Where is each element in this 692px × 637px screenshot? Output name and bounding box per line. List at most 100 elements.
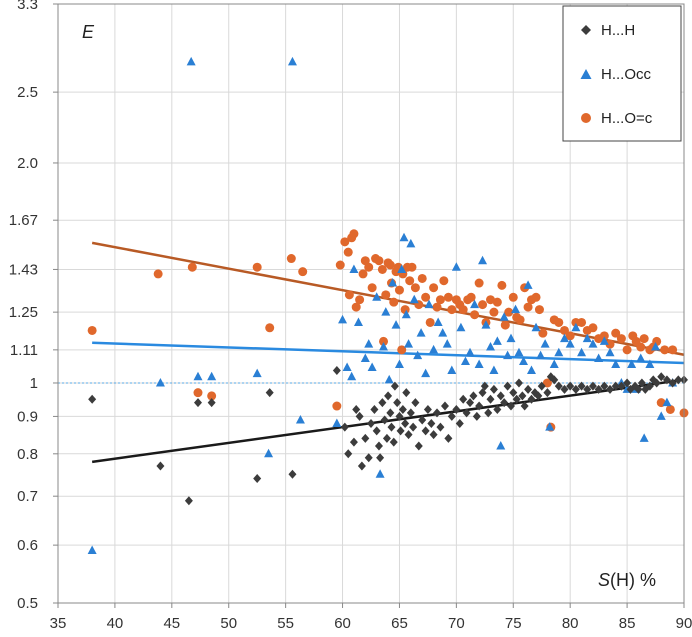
point-hoc [497,280,507,290]
point-hoc [559,325,569,335]
point-hh [421,426,430,436]
point-hocc [391,320,401,329]
y-tick-label: 0.7 [17,488,38,505]
point-hocc [404,339,414,348]
point-hh [623,378,632,388]
point-hocc [611,359,621,368]
point-hh [534,391,543,401]
series-hh [88,366,688,506]
point-hh [404,430,413,440]
point-hocc [413,350,423,360]
point-hh [288,469,297,479]
point-hocc [451,262,461,271]
point-hh [386,408,395,418]
y-tick-label: 1.43 [9,261,38,278]
point-hh [156,461,165,471]
point-hoc [153,269,163,279]
point-hh [418,415,427,425]
point-hocc [438,328,448,337]
y-tick-label: 0.8 [17,446,38,463]
x-axis-title-symbol: S [598,570,610,590]
point-hh [423,404,432,414]
point-hoc [367,283,377,293]
legend-label-hh: H...H [601,22,635,39]
point-hoc [458,305,468,315]
point-hocc [481,320,491,329]
point-hh [384,391,393,401]
point-hoc [470,310,480,320]
point-hh [674,375,683,385]
plot-frame [57,3,685,604]
point-hocc [499,312,509,321]
point-hoc [410,283,420,293]
point-hoc [344,290,354,300]
legend-label-hocc: H...Occ [601,66,652,83]
point-hh [466,398,475,408]
y-tick-label: 2.0 [17,155,38,172]
point-hocc [264,448,274,458]
point-hoc [385,260,395,270]
point-hocc [421,368,431,378]
point-hocc [645,359,655,368]
x-tick-label: 80 [562,615,579,632]
point-hh [484,408,493,418]
point-hh [662,375,671,385]
point-hocc [394,359,404,368]
x-tick-label: 65 [391,615,408,632]
point-hh [617,381,626,391]
point-hocc [384,374,394,384]
point-hh [444,433,453,443]
point-hoc [389,297,399,307]
point-hocc [559,333,569,343]
y-tick-label: 1.67 [9,212,38,229]
point-hocc [207,371,217,381]
point-hoc [379,336,389,346]
point-hocc [375,469,385,478]
x-tick-label: 55 [277,615,294,632]
trendline-hocc [92,341,685,365]
y-axis-ticks: 0.5 0.6 0.7 0.8 0.9 1 1.11 1.25 1.43 1.67 2.0 2.5 3.… [9,0,58,612]
point-hh [520,401,529,411]
point-hocc [397,264,407,273]
point-hocc [342,362,352,371]
point-hocc [492,336,502,345]
point-hoc [265,323,275,333]
point-hh [480,381,489,391]
point-hh [637,378,646,388]
point-hocc [416,328,426,337]
point-hoc [622,345,632,355]
point-hocc [460,356,470,366]
legend: H...H H...Occ H...O=c [562,5,682,142]
legend-entry-hh: H...H [581,22,635,39]
y-tick-label: 3.3 [17,0,38,13]
x-tick-label: 85 [619,615,636,632]
point-hocc [186,56,196,66]
point-hoc [554,317,564,327]
point-hh [509,388,518,398]
point-hocc [496,440,506,450]
point-hh [207,398,216,408]
point-hocc [474,359,484,368]
point-hh [611,381,620,391]
gridlines [57,3,685,604]
point-hoc [435,295,445,305]
point-hocc [636,353,646,363]
legend-entry-hoc: H...O=c [581,110,653,127]
point-hh [387,422,396,432]
point-hocc [526,365,536,375]
point-hocc [554,347,564,357]
y-tick-label: 0.5 [17,595,38,612]
point-hocc [565,339,575,348]
point-hh [657,372,666,382]
legend-label-hoc: H...O=c [601,110,653,127]
point-hoc [478,300,488,310]
point-hh [374,441,383,451]
point-hh [496,391,505,401]
point-hoc [397,345,407,355]
point-hocc [465,347,475,357]
point-hh [395,411,404,421]
point-hh [512,394,521,404]
point-hh [489,384,498,394]
point-hh [390,381,399,391]
point-hocc [531,322,541,332]
